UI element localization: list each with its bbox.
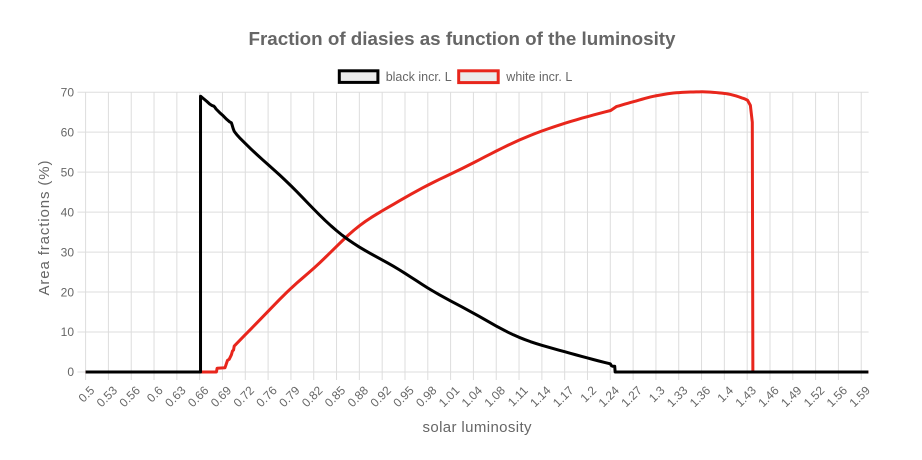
svg-text:40: 40	[61, 205, 75, 219]
svg-text:30: 30	[61, 245, 75, 259]
svg-text:60: 60	[61, 125, 75, 139]
svg-text:white incr. L: white incr. L	[505, 70, 572, 84]
svg-text:70: 70	[61, 85, 75, 99]
svg-text:0: 0	[67, 365, 74, 379]
svg-text:Area fractions (%): Area fractions (%)	[36, 161, 53, 296]
svg-text:50: 50	[61, 165, 75, 179]
svg-text:black incr. L: black incr. L	[386, 70, 452, 84]
svg-text:20: 20	[61, 285, 75, 299]
svg-text:10: 10	[61, 325, 75, 339]
svg-text:solar luminosity: solar luminosity	[423, 419, 533, 436]
svg-text:Fraction of diasies as functio: Fraction of diasies as function of the l…	[249, 28, 677, 49]
